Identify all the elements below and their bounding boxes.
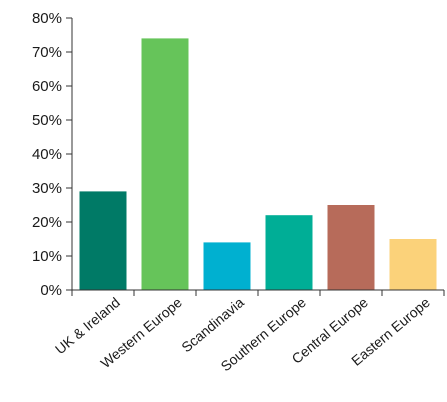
bar-uk-ireland [79,191,127,290]
bar-western-europe [141,38,189,291]
bar-southern-europe [265,215,313,290]
bar-scandinavia [203,242,251,290]
y-axis-tick-labels: 0% 10% 20% 30% 40% 50% 60% 70% 80% [32,10,62,299]
y-tick-label: 80% [32,10,62,27]
bar-central-europe [327,205,375,290]
y-tick-label: 60% [32,78,62,95]
y-tick-label: 30% [32,180,62,197]
y-tick-label: 0% [40,282,62,299]
bars [79,38,437,291]
y-tick-label: 10% [32,248,62,265]
y-tick-label: 50% [32,112,62,129]
y-axis-ticks [66,17,72,291]
y-tick-label: 70% [32,44,62,61]
y-tick-label: 40% [32,146,62,163]
y-tick-label: 20% [32,214,62,231]
x-axis-ticks [71,290,445,296]
bar-eastern-europe [389,239,437,290]
